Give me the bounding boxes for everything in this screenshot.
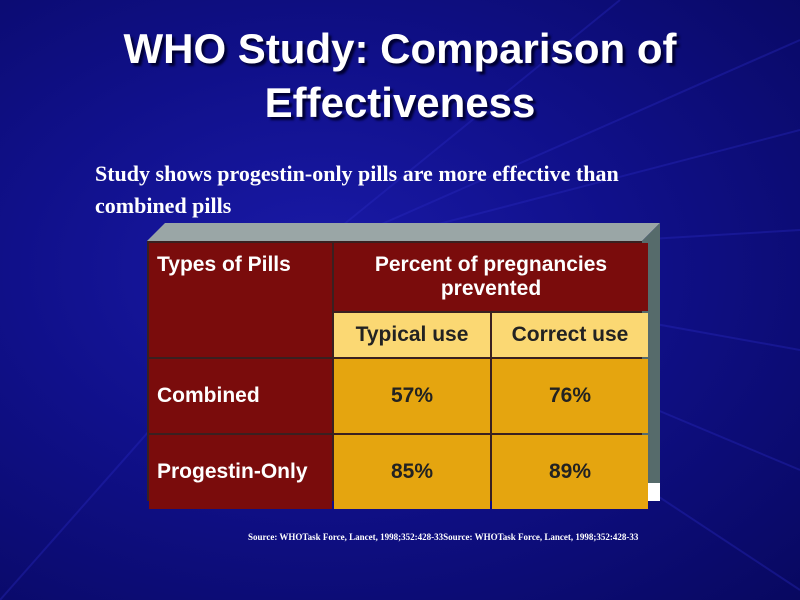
row-label-progestin-only: Progestin-Only — [149, 435, 332, 509]
effectiveness-table: Types of Pills Percent of pregnancies pr… — [147, 223, 660, 509]
typical-use-header: Typical use — [334, 313, 490, 357]
row-label-combined: Combined — [149, 359, 332, 433]
correct-use-header: Correct use — [492, 313, 648, 357]
types-of-pills-header: Types of Pills — [149, 243, 332, 357]
percent-prevented-header: Percent of pregnancies prevented — [334, 243, 648, 311]
slide-title-line1: WHO Study: Comparison of — [123, 25, 677, 72]
combined-correct-value: 76% — [492, 359, 648, 433]
progestin-correct-value: 89% — [492, 435, 648, 509]
progestin-typical-value: 85% — [334, 435, 490, 509]
slide-subtitle: Study shows progestin-only pills are mor… — [95, 161, 619, 218]
slide-title-line2: Effectiveness — [264, 79, 536, 126]
source-citation: Source: WHOTask Force, Lancet, 1998;352:… — [248, 532, 639, 542]
combined-typical-value: 57% — [334, 359, 490, 433]
slide-title: WHO Study: Comparison of Effectiveness — [40, 22, 760, 130]
